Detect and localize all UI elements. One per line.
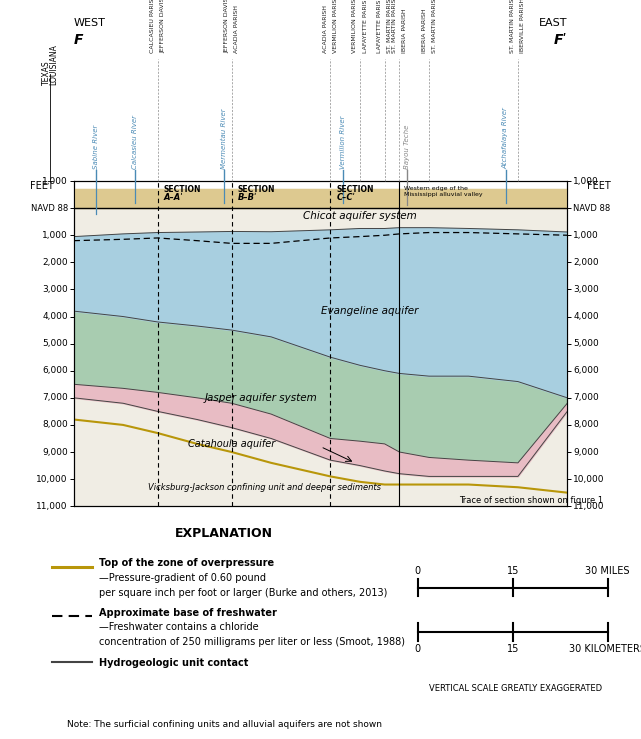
Text: 7,000: 7,000	[573, 393, 599, 402]
Text: 10,000: 10,000	[37, 474, 68, 483]
Text: 9,000: 9,000	[42, 448, 68, 457]
Text: 0: 0	[415, 565, 421, 576]
Text: 7,000: 7,000	[42, 393, 68, 402]
Text: 2,000: 2,000	[42, 258, 68, 267]
Text: 0: 0	[415, 644, 421, 654]
Text: VERMILION PARISH: VERMILION PARISH	[353, 0, 358, 53]
Text: Calcasieu River: Calcasieu River	[133, 115, 138, 169]
Text: JEFFERSON DAVIS PARISH: JEFFERSON DAVIS PARISH	[160, 0, 165, 53]
Text: Atchafalaya River: Atchafalaya River	[503, 107, 509, 169]
Text: Western edge of the
Mississippi alluvial valley: Western edge of the Mississippi alluvial…	[404, 186, 483, 197]
Text: 5,000: 5,000	[42, 339, 68, 348]
Text: NAVD 88: NAVD 88	[573, 204, 610, 213]
Text: Top of the zone of overpressure: Top of the zone of overpressure	[99, 558, 274, 568]
Text: 3,000: 3,000	[573, 285, 599, 294]
Text: Hydrogeologic unit contact: Hydrogeologic unit contact	[99, 658, 248, 668]
Text: Vicksburg-Jackson confining unit and deeper sediments: Vicksburg-Jackson confining unit and dee…	[147, 483, 381, 491]
Text: Fʹ: Fʹ	[554, 33, 567, 47]
Text: IBERIA PARISH: IBERIA PARISH	[422, 9, 426, 53]
Text: JEFFERSON DAVIS PARISH: JEFFERSON DAVIS PARISH	[224, 0, 229, 53]
Text: Catahoula aquifer: Catahoula aquifer	[188, 439, 275, 449]
Text: Vermilion River: Vermilion River	[340, 116, 345, 169]
Text: concentration of 250 milligrams per liter or less (Smoot, 1988): concentration of 250 milligrams per lite…	[99, 637, 404, 647]
Text: Evangeline aquifer: Evangeline aquifer	[321, 306, 419, 316]
Text: 1,000: 1,000	[42, 177, 68, 185]
Text: 4,000: 4,000	[573, 312, 599, 321]
Text: 9,000: 9,000	[573, 448, 599, 457]
Text: Bayou Teche: Bayou Teche	[404, 125, 410, 169]
Text: ST. MARTIN PARISH: ST. MARTIN PARISH	[510, 0, 515, 53]
Text: F: F	[74, 33, 83, 47]
Text: 4,000: 4,000	[42, 312, 68, 321]
Text: Approximate base of freshwater: Approximate base of freshwater	[99, 607, 276, 618]
Text: Jasper aquifer system: Jasper aquifer system	[205, 393, 318, 403]
Text: 15: 15	[506, 644, 519, 654]
Text: 8,000: 8,000	[573, 420, 599, 429]
Text: 11,000: 11,000	[37, 502, 68, 511]
Text: Chicot aquifer system: Chicot aquifer system	[303, 211, 417, 221]
Text: Note: The surficial confining units and alluvial aquifers are not shown: Note: The surficial confining units and …	[67, 720, 382, 729]
Text: VERMILION PARISH: VERMILION PARISH	[333, 0, 338, 53]
Text: LAFAYETTE PARISH: LAFAYETTE PARISH	[377, 0, 382, 53]
Text: ACADIA PARISH: ACADIA PARISH	[323, 5, 328, 53]
Text: 10,000: 10,000	[573, 474, 604, 483]
Text: 15: 15	[506, 565, 519, 576]
Text: ACADIA PARISH: ACADIA PARISH	[234, 5, 239, 53]
Text: ST. MARTIN PARISH: ST. MARTIN PARISH	[392, 0, 397, 53]
Text: 1,000: 1,000	[573, 177, 599, 185]
Text: —Pressure-gradient of 0.60 pound: —Pressure-gradient of 0.60 pound	[99, 573, 266, 584]
Text: CALCASIEU PARISH: CALCASIEU PARISH	[150, 0, 155, 53]
Text: EAST: EAST	[539, 18, 567, 29]
Text: 5,000: 5,000	[573, 339, 599, 348]
Text: LOUISIANA: LOUISIANA	[49, 44, 58, 85]
Text: NAVD 88: NAVD 88	[31, 204, 68, 213]
Text: Trace of section shown on figure 1: Trace of section shown on figure 1	[459, 497, 603, 505]
Text: —Freshwater contains a chloride: —Freshwater contains a chloride	[99, 622, 258, 633]
Text: B–Bʹ: B–Bʹ	[238, 193, 257, 202]
Text: 2,000: 2,000	[573, 258, 599, 267]
Text: 6,000: 6,000	[42, 367, 68, 375]
Text: EXPLANATION: EXPLANATION	[176, 527, 273, 540]
Text: per square inch per foot or larger (Burke and others, 2013): per square inch per foot or larger (Burk…	[99, 588, 387, 598]
Text: Sabine River: Sabine River	[93, 125, 99, 169]
Text: ST. MARTIN PARISH: ST. MARTIN PARISH	[431, 0, 437, 53]
Text: IBERVILLE PARISH: IBERVILLE PARISH	[520, 0, 526, 53]
Text: 11,000: 11,000	[573, 502, 604, 511]
Text: 3,000: 3,000	[42, 285, 68, 294]
Text: SECTION: SECTION	[163, 185, 201, 194]
Text: SECTION: SECTION	[238, 185, 275, 194]
Text: 6,000: 6,000	[573, 367, 599, 375]
Text: ST. MARTIN PARISH: ST. MARTIN PARISH	[387, 0, 392, 53]
Text: FEET: FEET	[29, 182, 53, 191]
Text: A–Aʹ: A–Aʹ	[163, 193, 183, 202]
Text: Mermentau River: Mermentau River	[221, 109, 228, 169]
Text: SECTION: SECTION	[337, 185, 374, 194]
Text: 1,000: 1,000	[573, 231, 599, 239]
Text: FEET: FEET	[588, 182, 612, 191]
Text: C–Cʹ: C–Cʹ	[337, 193, 355, 202]
Text: 30 MILES: 30 MILES	[585, 565, 630, 576]
Text: LAFAYETTE PARISH: LAFAYETTE PARISH	[363, 0, 367, 53]
Text: WEST: WEST	[74, 18, 106, 29]
Text: 30 KILOMETERS: 30 KILOMETERS	[569, 644, 641, 654]
Text: IBERIA PARISH: IBERIA PARISH	[402, 9, 407, 53]
Text: TEXAS: TEXAS	[42, 61, 51, 85]
Text: 8,000: 8,000	[42, 420, 68, 429]
Text: VERTICAL SCALE GREATLY EXAGGERATED: VERTICAL SCALE GREATLY EXAGGERATED	[429, 684, 603, 692]
Text: 1,000: 1,000	[42, 231, 68, 239]
